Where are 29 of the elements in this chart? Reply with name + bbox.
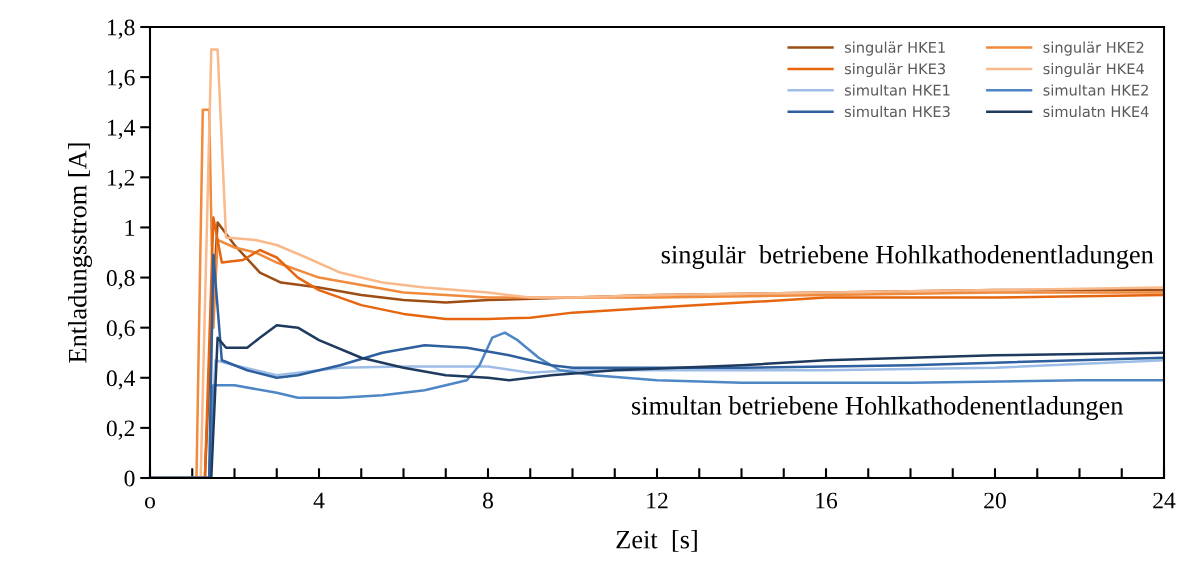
legend-label: singulär HKE3 xyxy=(844,62,945,78)
legend-label: simulatn HKE4 xyxy=(1043,105,1149,118)
y-tick-label: 1 xyxy=(125,220,134,236)
x-tick-label: 12 xyxy=(647,492,668,509)
y-tick-label: 1,6 xyxy=(107,69,135,89)
legend-label: singulär HKE2 xyxy=(1043,41,1144,56)
x-tick-label: 16 xyxy=(816,492,838,509)
y-tick-label: 0,4 xyxy=(106,370,136,390)
x-tick-label: 20 xyxy=(984,492,1006,509)
y-tick-label: 0,6 xyxy=(106,320,135,340)
legend-label: singulär HKE1 xyxy=(844,41,945,56)
annotation: simultan betriebene Hohlkathodenentladungen xyxy=(632,396,1124,421)
annotation: singulär betriebene Hohlkathodenentladungen xyxy=(661,245,1154,270)
y-tick-label: 1,4 xyxy=(107,119,136,140)
x-tick-label: 4 xyxy=(313,492,325,509)
y-tick-label: 1,2 xyxy=(107,169,135,190)
legend-label: simultan HKE3 xyxy=(844,105,950,118)
legend-label: simultan HKE2 xyxy=(1043,84,1148,96)
x-tick-label: 24 xyxy=(1153,492,1176,509)
y-tick-label: 0,2 xyxy=(106,420,135,440)
x-tick-label: o xyxy=(145,497,155,509)
legend-label: singulär HKE4 xyxy=(1043,62,1144,78)
y-tick-label: 0,8 xyxy=(106,270,135,290)
y-tick-label: 0 xyxy=(124,470,135,487)
y-axis-title: Entladungsstrom [A] xyxy=(68,143,93,363)
y-tick-label: 1,8 xyxy=(107,19,135,39)
x-axis-title: Zeit [s] xyxy=(616,529,697,552)
x-tick-label: 8 xyxy=(483,492,493,509)
legend-label: simultan HKE1 xyxy=(844,84,950,96)
